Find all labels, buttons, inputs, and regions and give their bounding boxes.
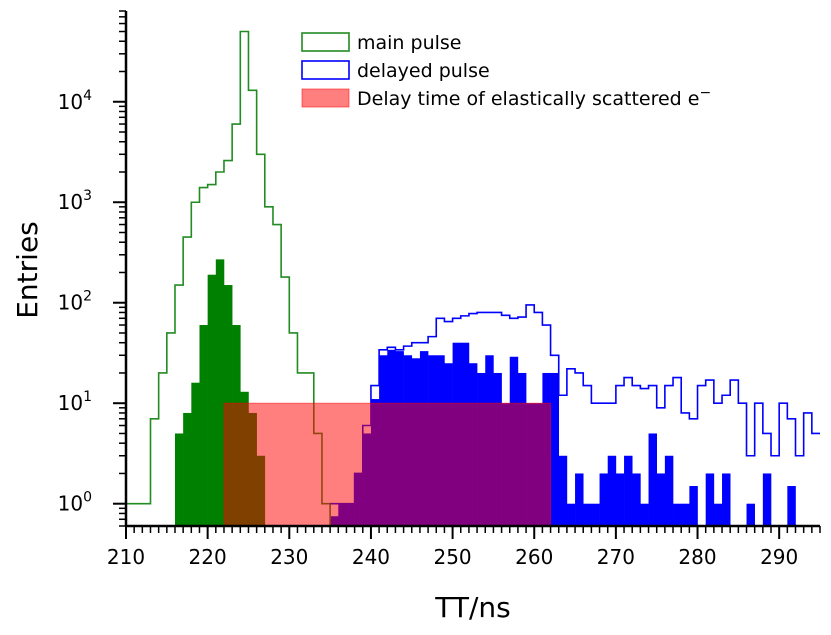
y-tick-label: 101 [58,389,92,415]
x-axis-title: TT/ns [434,591,510,624]
histogram-bar [174,433,184,526]
histogram-bar [624,455,633,526]
histogram-bar [632,473,641,526]
histogram-bar [575,473,584,526]
histogram-bar [640,503,649,526]
x-tick-label: 260 [515,545,553,569]
histogram-bar [689,486,698,526]
histogram-bar [664,455,674,526]
histogram-bar [550,372,560,526]
histogram-bar [199,325,208,526]
histogram-bar [583,503,592,526]
histogram-bar [607,455,617,526]
x-tick-label: 270 [597,545,635,569]
legend-swatch [301,88,350,108]
y-tick-label: 102 [58,289,92,315]
histogram-step-line [330,304,820,505]
x-tick-label: 240 [352,545,390,569]
x-tick-label: 280 [678,545,716,569]
histogram-bar [713,503,723,526]
legend-swatch [301,32,350,52]
y-tick-label: 104 [58,88,92,114]
legend-swatch [301,60,350,80]
legend-entry: Delay time of elastically scattered e− [301,85,711,110]
x-tick-label: 220 [189,545,227,569]
histogram-bar [615,473,625,526]
histogram-bar [746,503,755,526]
histogram-bar [215,259,225,526]
y-tick-label: 103 [58,188,92,214]
axes-layer [124,11,820,528]
histogram-bar [566,503,576,526]
histogram-bar [591,503,600,526]
shaded-region [223,402,552,527]
x-tick-label: 210 [107,545,145,569]
y-tick-label: 100 [58,490,92,516]
y-axis-title: Entries [11,221,44,319]
legend-entry: main pulse [301,32,461,54]
histogram-bar [722,473,731,526]
histogram-bar [673,503,682,526]
x-tick-label: 230 [270,545,308,569]
legend-label: delayed pulse [357,60,490,82]
legend-label: Delay time of elastically scattered e− [357,85,711,110]
histogram-bar [705,473,715,526]
histogram-bar [191,382,200,526]
ticks-layer: 210 220 230 240 250 260 270 280 290 100 101 102 103 1… [58,10,821,569]
legend: main pulse delayed pulse Delay time of ela… [301,32,711,110]
histogram-bar [207,274,217,526]
x-tick-label: 290 [760,545,798,569]
histogram-step-line [126,30,331,526]
histogram-bar [656,473,666,526]
histogram-bar [681,503,690,526]
histogram-bar [183,412,192,526]
histogram-bar [648,433,658,526]
x-tick-label: 250 [433,545,471,569]
histogram-bar [599,473,609,526]
legend-label: main pulse [357,32,461,54]
histogram-bar [787,486,796,526]
legend-entry: delayed pulse [301,60,490,82]
histogram-bar [762,473,772,526]
histogram-bar [558,455,568,526]
